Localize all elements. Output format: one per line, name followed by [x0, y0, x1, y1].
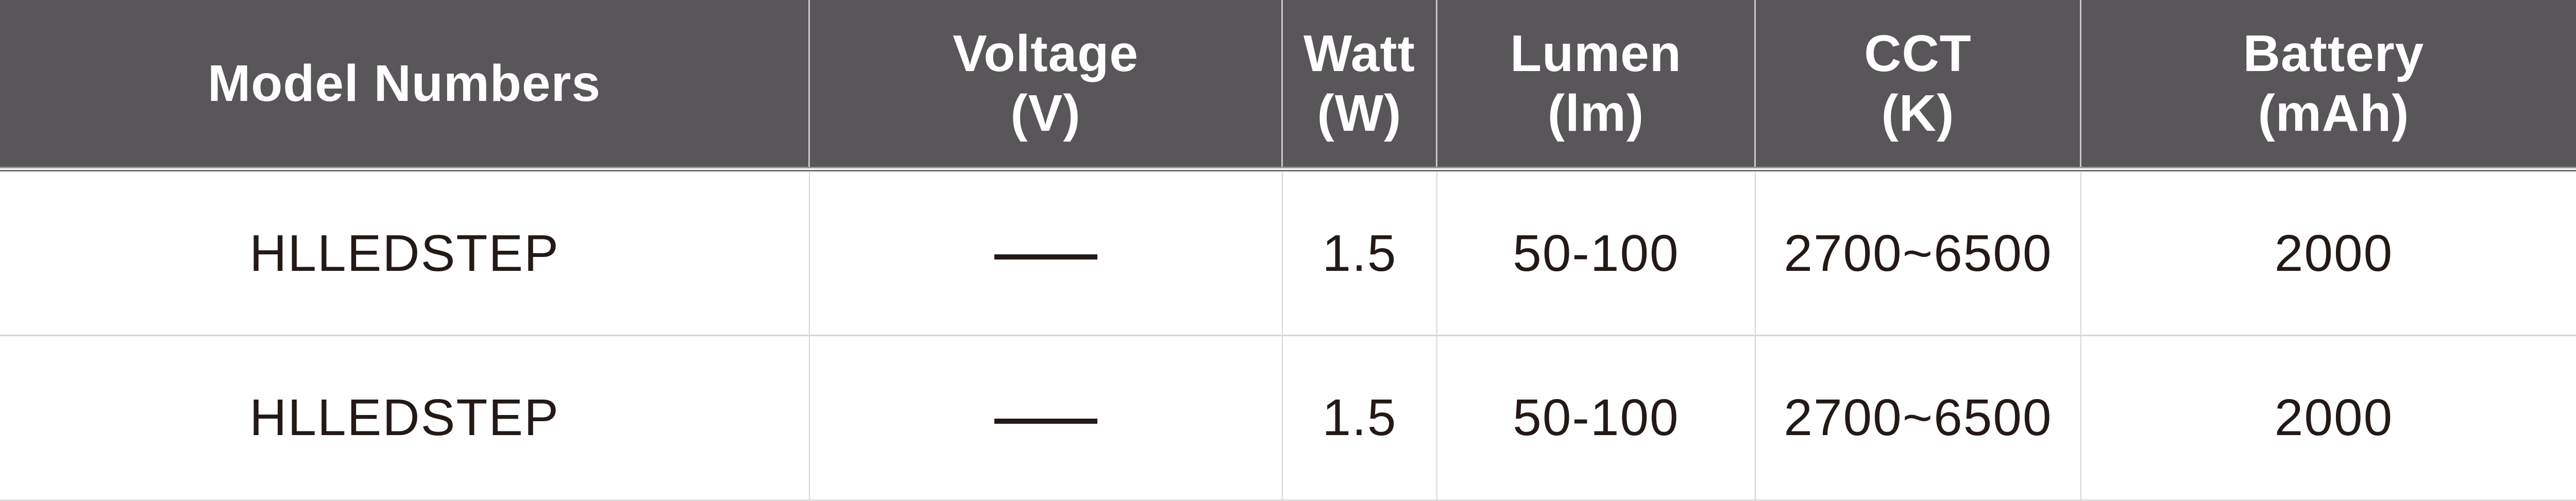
battery-value: 2000: [2274, 389, 2394, 446]
column-unit: (lm): [1547, 84, 1645, 142]
model-number-value: HLLEDSTEP: [249, 224, 560, 282]
column-label: Model Numbers: [207, 55, 601, 112]
column-label: Watt: [1303, 25, 1415, 82]
model-number-value: HLLEDSTEP: [249, 389, 560, 446]
column-header-battery: Battery (mAh): [2081, 0, 2576, 167]
column-header-model-numbers: Model Numbers: [0, 0, 810, 167]
table-row: HLLEDSTEP —— 1.5 50-100 2700~6500 2000 2…: [0, 172, 2576, 336]
column-header-voltage: Voltage (V): [810, 0, 1283, 167]
column-unit: (V): [1010, 84, 1081, 142]
watt-value: 1.5: [1322, 224, 1397, 282]
column-header-cct: CCT (K): [1756, 0, 2081, 167]
cell-battery: 2000: [2081, 336, 2576, 499]
column-label: Lumen: [1510, 25, 1682, 82]
column-unit: (K): [1881, 84, 1955, 142]
cell-lumen: 50-100: [1437, 172, 1756, 335]
cct-value: 2700~6500: [1784, 224, 2053, 282]
voltage-dash: ——: [994, 389, 1097, 446]
cell-voltage: ——: [810, 336, 1283, 499]
cell-model-numbers: HLLEDSTEP: [0, 336, 810, 499]
cell-watt: 1.5: [1283, 172, 1437, 335]
cell-watt: 1.5: [1283, 336, 1437, 499]
table-row: HLLEDSTEP —— 1.5 50-100 2700~6500 2000 2…: [0, 336, 2576, 501]
cct-value: 2700~6500: [1784, 389, 2053, 446]
voltage-dash: ——: [994, 224, 1097, 282]
cell-model-numbers: HLLEDSTEP: [0, 172, 810, 335]
lumen-value: 50-100: [1513, 389, 1680, 446]
column-label: Voltage: [953, 25, 1139, 82]
watt-value: 1.5: [1322, 389, 1397, 446]
table-header-row: Model Numbers Voltage (V) Watt (W) Lumen…: [0, 0, 2576, 167]
cell-cct: 2700~6500: [1756, 336, 2081, 499]
column-header-lumen: Lumen (lm): [1437, 0, 1756, 167]
column-header-watt: Watt (W): [1283, 0, 1437, 167]
column-unit: (W): [1317, 84, 1402, 142]
cell-lumen: 50-100: [1437, 336, 1756, 499]
battery-value: 2000: [2274, 224, 2394, 282]
column-label: CCT: [1864, 25, 1972, 82]
cell-battery: 2000: [2081, 172, 2576, 335]
cell-cct: 2700~6500: [1756, 172, 2081, 335]
header-body-divider: [0, 167, 2576, 172]
column-unit: (mAh): [2258, 84, 2410, 142]
lumen-value: 50-100: [1513, 224, 1680, 282]
column-label: Battery: [2243, 25, 2425, 82]
cell-voltage: ——: [810, 172, 1283, 335]
